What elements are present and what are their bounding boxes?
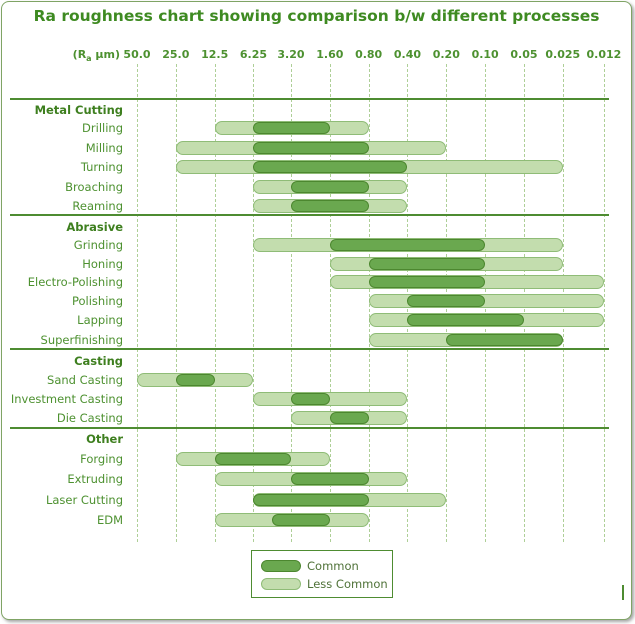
common-bar <box>290 199 369 212</box>
common-bar <box>175 373 215 386</box>
process-label: Die Casting <box>56 410 123 425</box>
process-label: Turning <box>80 160 123 174</box>
common-swatch <box>261 559 301 572</box>
process-label: Superfinishing <box>40 332 123 347</box>
common-bar <box>253 161 408 173</box>
process-label: Lapping <box>77 313 123 328</box>
legend-item-common: Common <box>261 558 359 573</box>
section-header: Metal Cutting <box>34 103 123 117</box>
section-separator-line <box>10 427 609 429</box>
chart-title: Ra roughness chart showing comparison b/… <box>33 7 600 25</box>
less-common-bar <box>253 391 408 406</box>
common-bar <box>290 473 369 485</box>
common-bar <box>446 333 563 346</box>
gridline <box>175 64 177 542</box>
legend-box: Common Less Common <box>251 550 393 598</box>
process-label: Grinding <box>73 238 123 253</box>
axis-tick-label: 0.80 <box>355 48 383 61</box>
process-label: Polishing <box>71 294 123 308</box>
legend-label: Less Common <box>307 576 388 591</box>
section-header: Other <box>86 432 123 446</box>
section-separator-line <box>10 98 609 100</box>
common-bar <box>253 141 369 154</box>
common-bar <box>214 453 291 466</box>
section-separator-line <box>10 348 609 350</box>
section-separator-line <box>10 213 609 216</box>
axis-tick-label: 1.60 <box>316 48 344 61</box>
axis-tick-label: 12.5 <box>201 48 229 61</box>
section-header: Casting <box>74 354 123 368</box>
axis-tick-label: 50.0 <box>123 48 151 61</box>
process-label: Honing <box>82 256 123 271</box>
section-header: Abrasive <box>66 220 123 234</box>
process-label: Sand Casting <box>47 372 123 387</box>
axis-tick-label: 0.025 <box>545 48 581 61</box>
axis-tick-label: 0.20 <box>432 48 460 61</box>
axis-tick-label: 6.25 <box>239 48 268 61</box>
stray-tick-mark <box>622 585 624 600</box>
less-common-bar <box>368 294 604 308</box>
process-label: Forging <box>80 452 123 467</box>
gridline <box>290 64 292 542</box>
common-bar <box>290 180 369 193</box>
less-common-swatch <box>261 577 301 590</box>
gridline <box>214 64 216 542</box>
common-bar <box>329 411 369 424</box>
legend-item-less-common: Less Common <box>261 576 388 591</box>
process-label: Electro-Polishing <box>27 275 123 289</box>
common-bar <box>329 239 486 252</box>
axis-tick-label: 25.0 <box>162 48 190 61</box>
axis-tick-label: 0.012 <box>586 48 622 61</box>
common-bar <box>368 257 486 270</box>
process-label: Extruding <box>67 472 123 486</box>
axis-tick-label: 3.20 <box>277 48 305 61</box>
process-label: Drilling <box>82 121 123 135</box>
legend-label: Common <box>307 558 359 573</box>
axis-tick-label: 0.10 <box>471 48 499 61</box>
axis-tick-label: 0.05 <box>510 48 538 61</box>
axis-tick-label: 0.40 <box>393 48 422 61</box>
gridline <box>253 64 255 542</box>
process-label: Investment Casting <box>10 391 123 406</box>
process-label: Reaming <box>72 198 123 213</box>
common-bar <box>407 295 486 307</box>
gridline <box>137 64 138 542</box>
axis-unit-label: (Ra µm) <box>72 48 120 64</box>
common-bar <box>368 276 486 288</box>
common-bar <box>407 314 524 327</box>
common-bar <box>253 122 330 134</box>
gridline <box>603 64 605 542</box>
process-label: EDM <box>96 513 123 528</box>
unit-subscript: a <box>86 54 92 64</box>
process-label: Milling <box>85 140 123 155</box>
common-bar <box>271 514 330 527</box>
common-bar <box>290 392 330 405</box>
process-label: Broaching <box>65 179 123 194</box>
process-label: Laser Cutting <box>45 493 123 507</box>
gridline <box>329 64 331 542</box>
common-bar <box>253 494 369 506</box>
